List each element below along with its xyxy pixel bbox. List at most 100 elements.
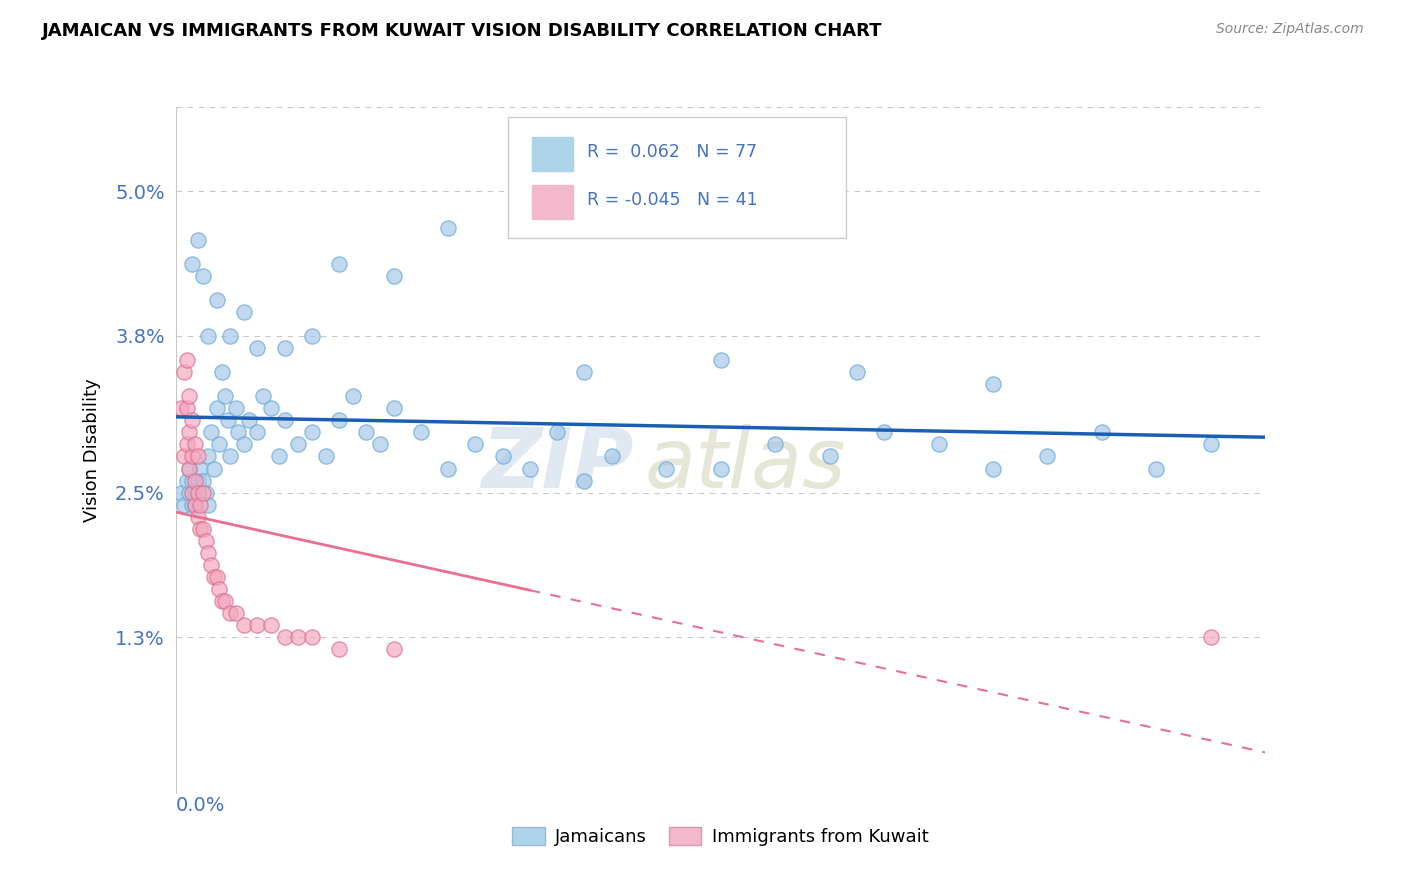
Point [301, 329, 323, 343]
Point [186, 485, 209, 500]
Text: Source: ZipAtlas.com: Source: ZipAtlas.com [1216, 22, 1364, 37]
Point [600, 450, 623, 464]
Point [763, 437, 786, 451]
Point [655, 461, 678, 475]
Point [981, 377, 1004, 392]
Point [211, 365, 233, 379]
Point [710, 353, 733, 368]
Point [574, 474, 596, 488]
Text: R = -0.045   N = 41: R = -0.045 N = 41 [586, 191, 758, 209]
Point [382, 268, 405, 283]
Point [179, 461, 201, 475]
Point [315, 450, 337, 464]
Point [186, 485, 209, 500]
Point [191, 485, 214, 500]
Point [197, 450, 219, 464]
Point [179, 425, 201, 440]
Point [981, 461, 1004, 475]
Point [464, 437, 486, 451]
Point [186, 233, 209, 247]
Point [208, 437, 231, 451]
Point [368, 437, 391, 451]
Point [191, 268, 214, 283]
Point [328, 413, 350, 427]
Point [186, 509, 209, 524]
Point [173, 365, 195, 379]
Point [519, 461, 541, 475]
Point [181, 498, 204, 512]
Point [170, 401, 193, 416]
Point [269, 450, 291, 464]
Point [873, 425, 896, 440]
Point [260, 618, 283, 632]
Point [194, 485, 217, 500]
Point [225, 401, 247, 416]
Point [191, 474, 214, 488]
Text: 0.0%: 0.0% [176, 796, 225, 815]
Point [217, 413, 239, 427]
Point [382, 401, 405, 416]
Point [205, 293, 228, 307]
Point [179, 485, 201, 500]
Point [184, 498, 207, 512]
Point [437, 220, 460, 235]
Point [1036, 450, 1059, 464]
Point [246, 425, 269, 440]
Point [214, 594, 236, 608]
Y-axis label: Vision Disability: Vision Disability [83, 378, 101, 523]
Point [437, 461, 460, 475]
Point [274, 630, 297, 644]
Text: atlas: atlas [644, 424, 846, 505]
Point [194, 533, 217, 548]
FancyBboxPatch shape [531, 185, 574, 219]
Point [186, 450, 209, 464]
Point [492, 450, 515, 464]
Point [214, 389, 236, 403]
Point [928, 437, 950, 451]
Point [328, 257, 350, 271]
Point [232, 618, 254, 632]
Point [181, 474, 204, 488]
Point [228, 425, 250, 440]
Point [287, 630, 309, 644]
Point [301, 630, 323, 644]
FancyBboxPatch shape [531, 136, 574, 171]
Legend: Jamaicans, Immigrants from Kuwait: Jamaicans, Immigrants from Kuwait [505, 820, 936, 854]
Point [274, 413, 297, 427]
Point [173, 498, 195, 512]
Point [200, 558, 222, 572]
FancyBboxPatch shape [508, 118, 846, 237]
Point [219, 606, 242, 620]
Point [546, 425, 568, 440]
Point [845, 365, 868, 379]
Point [184, 474, 207, 488]
Point [184, 485, 207, 500]
Point [818, 450, 841, 464]
Point [181, 257, 204, 271]
Point [179, 461, 201, 475]
Point [200, 425, 222, 440]
Point [202, 570, 225, 584]
Point [170, 485, 193, 500]
Point [574, 365, 596, 379]
Point [225, 606, 247, 620]
Point [208, 582, 231, 596]
Text: ZIP: ZIP [481, 424, 633, 505]
Point [188, 461, 211, 475]
Point [186, 474, 209, 488]
Point [1199, 437, 1222, 451]
Point [197, 498, 219, 512]
Point [184, 498, 207, 512]
Point [219, 329, 242, 343]
Point [181, 450, 204, 464]
Point [246, 341, 269, 355]
Point [176, 401, 198, 416]
Point [191, 522, 214, 536]
Point [382, 642, 405, 657]
Point [219, 450, 242, 464]
Point [176, 437, 198, 451]
Point [211, 594, 233, 608]
Point [409, 425, 432, 440]
Point [197, 329, 219, 343]
Point [205, 570, 228, 584]
